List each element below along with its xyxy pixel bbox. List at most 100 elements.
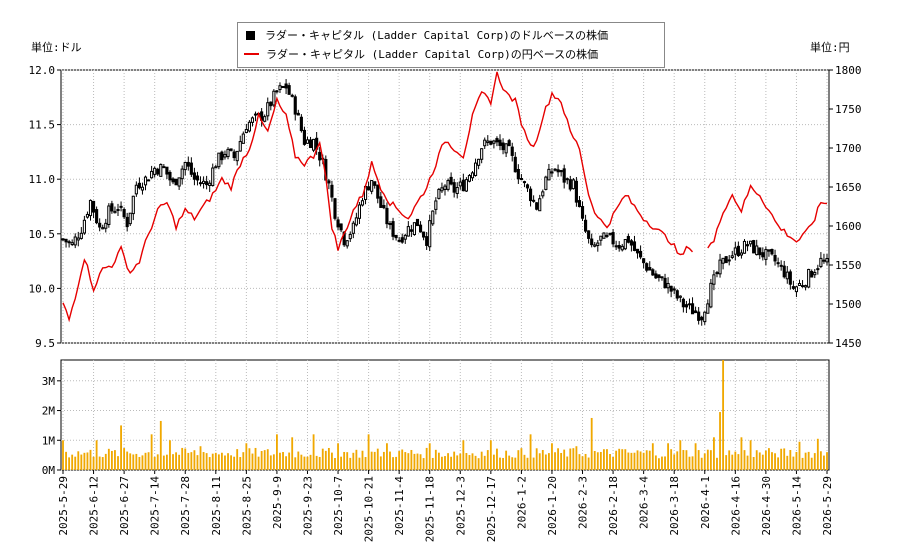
candle-body	[409, 229, 413, 232]
volume-bar	[74, 456, 77, 470]
candle-body	[244, 128, 248, 134]
candle-body	[183, 161, 187, 171]
candle-body	[635, 248, 640, 254]
volume-bar	[566, 456, 569, 470]
volume-bar	[755, 450, 758, 470]
volume-bar	[590, 417, 593, 470]
volume-bar	[392, 457, 394, 470]
volume-bar	[413, 453, 416, 470]
volume-bar	[141, 455, 144, 470]
volume-bar	[98, 456, 101, 470]
volume-bar	[242, 452, 245, 470]
candle-body	[773, 254, 777, 262]
candle-body	[195, 175, 200, 181]
x-tick-label: 2026-1-20	[546, 476, 559, 536]
volume-bar	[126, 451, 129, 470]
volume-bar	[529, 434, 532, 470]
legend-swatch-usd	[246, 30, 255, 40]
candle-body	[596, 242, 600, 247]
volume-bar	[211, 453, 214, 470]
volume-bar	[272, 454, 275, 470]
volume-bar	[581, 456, 584, 470]
volume-bar	[205, 453, 208, 470]
candle-body	[64, 238, 68, 243]
volume-bar	[132, 454, 135, 470]
volume-bar	[520, 448, 523, 470]
volume-bar	[697, 450, 700, 470]
volume-bar	[752, 456, 755, 470]
candle-body	[205, 181, 209, 186]
volume-bar	[792, 456, 795, 470]
candle-body	[443, 185, 447, 190]
volume-bar	[379, 456, 382, 470]
x-tick-label: 2026-2-3	[577, 476, 590, 529]
volume-bar	[65, 451, 67, 470]
volume-bar	[324, 450, 327, 470]
candle-body	[580, 206, 585, 219]
volume-bar	[346, 452, 349, 470]
candle-body	[694, 310, 698, 314]
candle-body	[516, 168, 520, 180]
volume-bar	[144, 452, 147, 470]
candle-body	[223, 153, 227, 158]
volume-bar	[340, 456, 343, 470]
volume-bar	[386, 443, 388, 470]
volume-bar	[651, 443, 654, 470]
candle-body	[522, 181, 527, 184]
right-tick-label: 1650	[835, 181, 862, 194]
x-tick-label: 2025-8-11	[210, 476, 223, 536]
candle-body	[431, 210, 435, 225]
candle-body	[272, 90, 276, 106]
x-tick-label: 2026-2-18	[607, 476, 620, 536]
candle-body	[571, 179, 575, 190]
volume-bar	[639, 451, 642, 470]
candle-body	[415, 218, 420, 227]
candle-body	[348, 233, 352, 240]
volume-bar	[178, 454, 181, 470]
candle-body	[269, 101, 273, 107]
candle-body	[544, 176, 548, 190]
volume-bar	[621, 449, 624, 470]
candle-body	[492, 140, 496, 144]
candle-body	[238, 141, 242, 152]
candle-body	[690, 303, 695, 315]
candle-body	[819, 257, 823, 267]
candle-body	[477, 158, 481, 166]
candle-body	[174, 178, 178, 186]
candle-body	[464, 179, 468, 192]
candle-body	[709, 282, 713, 308]
candle-body	[263, 116, 267, 122]
volume-bar	[584, 453, 587, 470]
volume-bar	[425, 447, 428, 470]
candle-body	[718, 259, 722, 275]
volume-bar	[761, 454, 764, 470]
candle-body	[425, 236, 429, 246]
candle-body	[804, 285, 808, 288]
candle-body	[657, 274, 661, 278]
candle-body	[162, 166, 166, 169]
candle-body	[281, 86, 285, 89]
volume-bar	[636, 450, 639, 470]
candle-body	[605, 234, 609, 237]
candle-body	[587, 230, 591, 239]
volume-bar	[208, 457, 211, 470]
volume-bar	[306, 456, 309, 470]
candle-body	[159, 163, 163, 177]
candle-body	[745, 244, 750, 247]
candle-body	[822, 259, 826, 262]
candle-body	[730, 255, 734, 258]
candle-body	[79, 232, 83, 239]
candle-body	[800, 285, 805, 288]
volume-bar	[193, 450, 196, 470]
volume-bar	[300, 454, 303, 470]
volume-bar	[685, 450, 688, 470]
volume-bar	[798, 441, 801, 470]
volume-bar	[768, 448, 770, 470]
right-tick-label: 1500	[835, 298, 862, 311]
candle-body	[95, 209, 99, 224]
candle-body	[156, 168, 160, 175]
candle-body	[816, 268, 820, 271]
candle-body	[290, 94, 294, 97]
volume-bar	[777, 457, 780, 470]
volume-bar	[214, 452, 217, 470]
